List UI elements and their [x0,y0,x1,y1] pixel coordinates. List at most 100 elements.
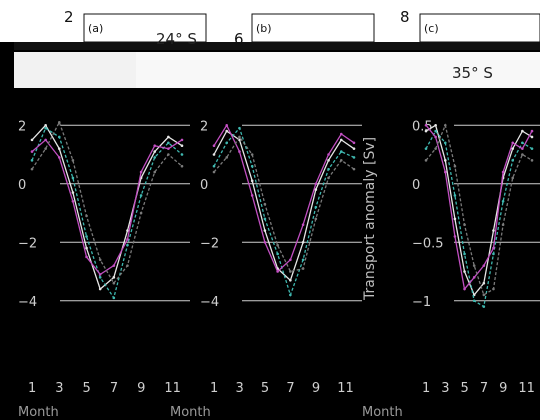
data-point [167,153,170,156]
data-point [225,123,229,127]
series-line-4 [31,120,183,285]
data-point [167,141,170,145]
y-tick-label: −0.5 [412,236,444,251]
data-point [530,135,534,139]
data-point [276,252,279,256]
data-point [521,153,524,156]
data-point [212,164,216,168]
data-point [30,150,34,153]
data-point [511,176,515,180]
overlay-number-1: 2 [64,8,74,26]
data-point [30,159,34,162]
data-point [314,188,318,191]
data-point [238,126,241,130]
data-point [153,170,157,174]
y-tick-label: 2 [18,119,26,134]
series-line-2 [31,127,183,300]
x-tick-label: 3 [235,381,243,396]
data-point [492,287,495,291]
x-tick-label: 1 [210,381,218,396]
data-point [71,191,75,194]
data-point [276,270,279,273]
data-point [501,223,505,226]
data-point [492,252,495,256]
data-point [126,229,129,232]
data-point [180,153,184,156]
series-line-1 [425,124,533,297]
data-point [57,121,61,124]
data-point [30,167,34,171]
data-point [126,238,129,241]
data-point [225,156,229,159]
data-point [472,276,476,279]
data-point [98,258,102,262]
data-point [263,229,267,232]
panel-a-latitude: 24° S [156,30,197,48]
data-point [153,150,157,153]
panel-c-latitude: 35° S [452,64,493,82]
overlay-number-3: 8 [400,8,410,26]
y-tick-label: 2 [200,119,208,134]
series-line-3 [213,123,355,273]
data-point [352,147,356,150]
x-tick-label: 11 [518,381,535,396]
data-point [521,129,524,133]
data-point [85,235,88,238]
data-point [501,170,505,174]
y-tick-label: 0 [200,178,208,193]
data-point [424,129,428,133]
panel-c-tag: (c) [424,22,439,35]
y-tick-label: −2 [200,236,219,251]
header-fragment-left [14,52,136,88]
x-axis-label-b: Month [170,405,211,420]
data-point [276,243,279,247]
data-point [44,123,47,127]
x-tick-label: 9 [499,381,507,396]
data-point [167,147,170,150]
x-tick-label: 1 [28,381,36,396]
data-point [434,129,437,133]
x-tick-label: 9 [312,381,320,396]
data-point [71,159,75,162]
data-point [521,147,524,150]
data-point [225,129,229,133]
data-point [301,223,305,226]
data-point [314,182,318,186]
panel-1: −4 −2 0 2 1 3 5 7 9 11 [18,119,190,396]
data-point [530,129,534,133]
data-point [57,147,61,150]
data-point [180,144,184,148]
data-point [139,170,143,174]
data-point [352,156,356,159]
x-tick-label: 11 [337,381,354,396]
data-point [352,167,356,171]
data-point [238,135,241,139]
data-point [212,170,216,174]
data-point [98,276,102,279]
data-point [212,144,216,148]
data-point [301,258,305,262]
data-point [443,159,447,162]
data-point [482,293,486,297]
data-point [482,281,486,285]
x-tick-label: 9 [137,381,145,396]
data-point [327,153,330,156]
data-point [112,264,116,267]
series-line-2 [425,129,533,308]
data-point [98,287,102,291]
header-band [14,42,540,50]
data-point [530,159,534,162]
data-point [314,205,318,209]
data-point [112,276,116,279]
x-tick-label: 1 [422,381,430,396]
y-tick-label: −1 [412,295,431,310]
panel-3: −1 −0.5 0 0.5 1 3 5 7 9 11 [412,119,540,396]
data-point [443,123,447,127]
data-point [30,138,34,142]
data-point [434,135,437,139]
data-point [463,223,466,226]
data-point [492,229,495,232]
x-tick-label: 5 [261,381,269,396]
data-point [263,217,267,221]
